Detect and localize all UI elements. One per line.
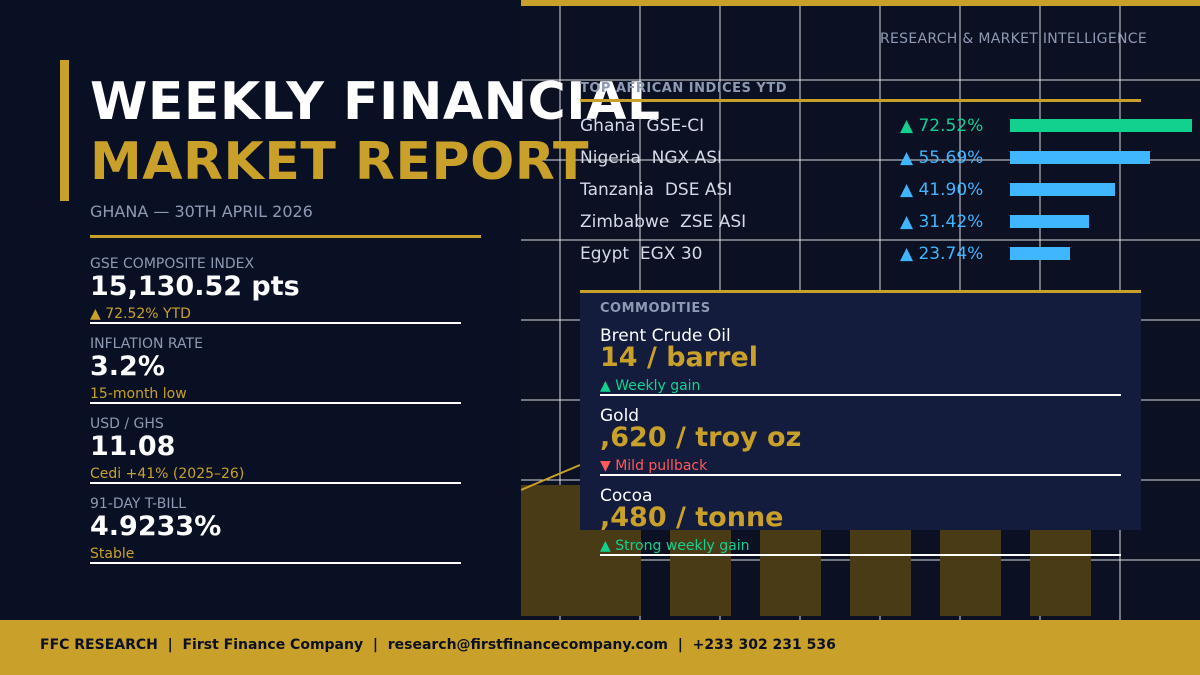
commodities-title: COMMODITIES (600, 301, 711, 316)
index-change: ▲ 55.69% (900, 148, 984, 168)
kpi-note: Stable (90, 546, 135, 562)
kpi-value: 11.08 (90, 431, 176, 462)
background-bar (760, 530, 821, 616)
page-title: WEEKLY FINANCIAL (90, 72, 661, 132)
top-accent-bar (521, 0, 1200, 6)
index-name: Ghana GSE-CI (580, 116, 705, 136)
background-bar (521, 485, 582, 616)
kpi-usd-ghs: USD / GHS 11.08 Cedi +41% (2025–26) (90, 416, 461, 496)
page-title-highlight: MARKET REPORT (90, 132, 589, 192)
divider (90, 562, 461, 564)
kpi-value: 3.2% (90, 351, 165, 382)
index-bar (1010, 215, 1089, 228)
kpi-label: GSE COMPOSITE INDEX (90, 256, 255, 272)
index-name: Tanzania DSE ASI (580, 180, 733, 200)
index-change: ▲ 23.74% (900, 244, 984, 264)
kpi-gse-composite: GSE COMPOSITE INDEX 15,130.52 pts ▲ 72.5… (90, 256, 461, 336)
commodity-note: ▼ Mild pullback (600, 458, 708, 474)
commodity-price: ,480 / tonne (600, 502, 784, 533)
index-name: Nigeria NGX ASI (580, 148, 723, 168)
divider (90, 402, 461, 404)
kpi-value: 4.9233% (90, 511, 222, 542)
background-bar (850, 530, 911, 616)
kpi-note: ▲ 72.52% YTD (90, 306, 191, 322)
index-bar (1010, 151, 1150, 164)
divider (90, 482, 461, 484)
trend-line (521, 464, 581, 491)
index-name: Egypt EGX 30 (580, 244, 703, 264)
kpi-value: 15,130.52 pts (90, 271, 300, 302)
commodity-item: Brent Crude Oil 14 / barrel ▲ Weekly gai… (600, 326, 1121, 406)
footer-contact: FFC RESEARCH | First Finance Company | r… (40, 637, 836, 653)
commodity-item: Cocoa ,480 / tonne ▲ Strong weekly gain (600, 486, 1121, 566)
background-bar (1030, 530, 1091, 616)
report-date: GHANA — 30TH APRIL 2026 (90, 202, 313, 221)
commodity-price: 14 / barrel (600, 342, 758, 373)
divider (90, 322, 461, 324)
index-bar (1010, 119, 1192, 132)
index-row: Nigeria NGX ASI ▲ 55.69% (580, 148, 1200, 172)
divider (90, 235, 481, 238)
kpi-label: 91-DAY T-BILL (90, 496, 187, 512)
background-bar (670, 530, 731, 616)
kpi-label: INFLATION RATE (90, 336, 203, 352)
commodity-note: ▲ Weekly gain (600, 378, 701, 394)
kpi-note: Cedi +41% (2025–26) (90, 466, 245, 482)
commodity-price: ,620 / troy oz (600, 422, 802, 453)
footer: FFC RESEARCH | First Finance Company | r… (0, 620, 1200, 675)
kpi-tbill: 91-DAY T-BILL 4.9233% Stable (90, 496, 461, 576)
commodity-note: ▲ Strong weekly gain (600, 538, 750, 554)
commodities-accent (580, 290, 1141, 293)
commodity-name: Cocoa (600, 486, 653, 506)
index-name: Zimbabwe ZSE ASI (580, 212, 747, 232)
commodities-panel (580, 290, 1141, 530)
commodity-item: Gold ,620 / troy oz ▼ Mild pullback (600, 406, 1121, 486)
kpi-label: USD / GHS (90, 416, 164, 432)
kpi-inflation: INFLATION RATE 3.2% 15-month low (90, 336, 461, 416)
divider (580, 99, 1141, 102)
title-accent-bar (60, 60, 69, 201)
index-row: Tanzania DSE ASI ▲ 41.90% (580, 180, 1200, 204)
index-row: Zimbabwe ZSE ASI ▲ 31.42% (580, 212, 1200, 236)
kpi-note: 15-month low (90, 386, 187, 402)
commodity-name: Brent Crude Oil (600, 326, 731, 346)
divider (600, 394, 1121, 396)
left-panel (0, 0, 521, 620)
indices-title: TOP AFRICAN INDICES YTD (580, 81, 787, 96)
index-bar (1010, 183, 1115, 196)
index-row: Egypt EGX 30 ▲ 23.74% (580, 244, 1200, 268)
index-change: ▲ 72.52% (900, 116, 984, 136)
index-row: Ghana GSE-CI ▲ 72.52% (580, 116, 1200, 140)
index-bar (1010, 247, 1070, 260)
research-label: RESEARCH & MARKET INTELLIGENCE (880, 31, 1147, 47)
index-change: ▲ 31.42% (900, 212, 984, 232)
commodity-name: Gold (600, 406, 640, 426)
divider (600, 554, 1121, 556)
index-change: ▲ 41.90% (900, 180, 984, 200)
background-bar (580, 530, 641, 616)
divider (600, 474, 1121, 476)
background-bar (940, 530, 1001, 616)
